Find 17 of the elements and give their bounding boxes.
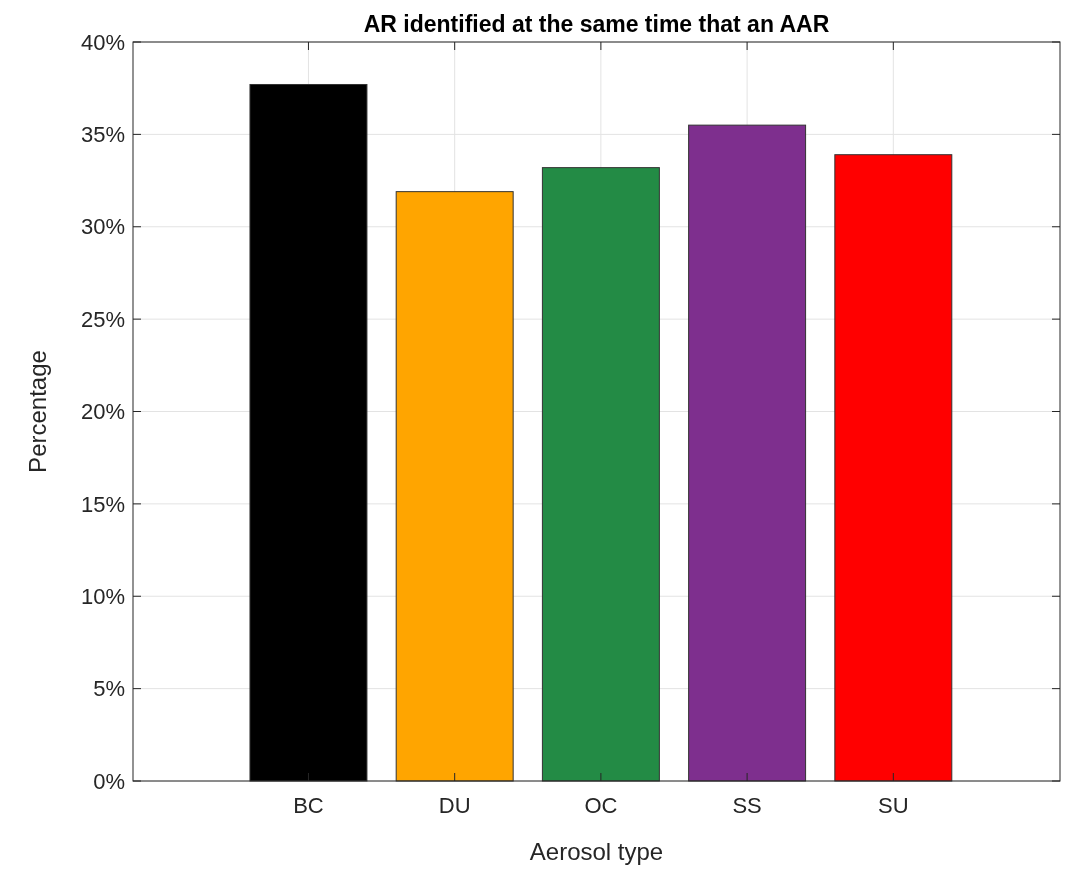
chart-title: AR identified at the same time that an AAR (363, 11, 830, 37)
y-tick-label: 25% (80, 306, 125, 332)
x-tick-label: SU (878, 793, 909, 818)
x-tick-label: SS (732, 793, 762, 818)
y-tick-label: 10% (80, 583, 125, 609)
y-tick-label: 30% (80, 214, 125, 240)
y-tick-label: 0% (93, 768, 125, 794)
x-axis-title: Aerosol type (529, 838, 664, 865)
x-tick-label: DU (438, 793, 471, 818)
y-tick-label: 35% (80, 122, 125, 148)
y-tick-label: 15% (80, 491, 125, 517)
x-tick-label: BC (293, 793, 324, 818)
y-tick-label: 5% (93, 676, 125, 702)
y-tick-label: 40% (80, 29, 125, 55)
y-axis-title: Percentage (24, 350, 51, 473)
x-tick-label: OC (584, 793, 618, 818)
y-tick-label: 20% (80, 399, 125, 425)
